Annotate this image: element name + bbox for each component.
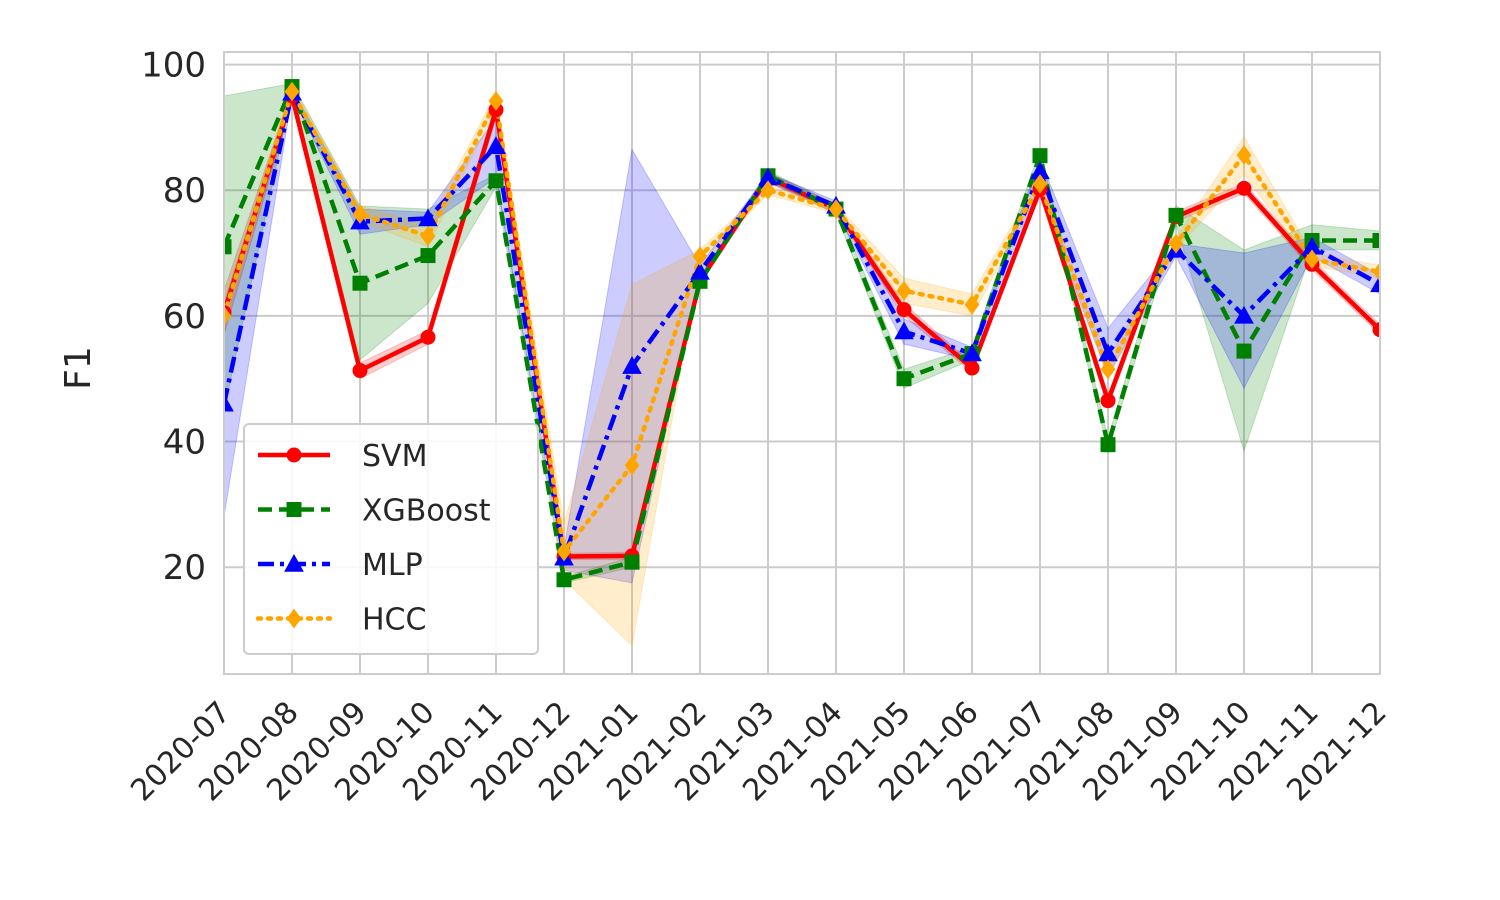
circle-marker (286, 447, 302, 463)
diamond-marker (1032, 174, 1048, 194)
diamond-marker (896, 280, 912, 301)
circle-marker (352, 363, 368, 379)
diamond-marker (284, 81, 300, 102)
legend-label: XGBoost (362, 494, 491, 529)
y-tick-label: 60 (163, 297, 206, 337)
diamond-marker (964, 294, 980, 315)
square-marker (224, 239, 232, 255)
x-axis-ticks: 2020-072020-082020-092020-102020-112020-… (124, 695, 1393, 808)
legend[interactable]: SVM XGBoost MLP HCC (243, 423, 539, 655)
legend-label: SVM (362, 439, 427, 474)
legend-label: MLP (362, 548, 423, 583)
series-line-hcc (224, 89, 1380, 554)
plot-frame (223, 51, 1381, 675)
square-marker (624, 554, 640, 570)
triangle-marker (690, 261, 710, 280)
series-markers (224, 79, 1380, 588)
circle-marker (420, 329, 436, 345)
circle-marker (1236, 180, 1252, 196)
diamond-marker (286, 608, 302, 629)
circle-marker (964, 360, 980, 376)
triangle-marker (894, 321, 914, 340)
triangle-marker (418, 208, 438, 227)
diamond-marker (1236, 145, 1252, 165)
square-marker (352, 275, 368, 291)
diamond-marker (828, 199, 844, 219)
series-line-mlp (224, 90, 1380, 561)
square-marker (488, 173, 504, 189)
circle-marker (896, 302, 912, 318)
circle-marker (1372, 322, 1380, 338)
series-line-xgboost (224, 84, 1380, 583)
diamond-marker (692, 246, 708, 267)
y-tick-label: 40 (163, 423, 206, 463)
square-marker (420, 248, 436, 264)
y-tick-label: 20 (163, 548, 206, 588)
series-line-svm (224, 93, 1380, 559)
diamond-marker (488, 91, 504, 111)
diamond-marker (352, 204, 368, 224)
y-axis-ticks: 20 40 60 80 100 (141, 46, 206, 589)
diamond-marker (556, 541, 572, 562)
triangle-marker (962, 343, 982, 362)
square-marker (896, 371, 912, 387)
y-tick-label: 100 (141, 46, 206, 86)
series-lines (224, 84, 1380, 583)
diamond-marker (1168, 233, 1184, 254)
square-marker (286, 502, 302, 517)
diamond-marker (1100, 359, 1116, 380)
diamond-marker (420, 226, 436, 246)
y-tick-label: 80 (163, 171, 206, 211)
square-marker (1372, 232, 1380, 248)
legend-entry-hcc[interactable]: HCC (255, 603, 426, 638)
square-marker (1236, 343, 1252, 359)
triangle-marker (1370, 274, 1380, 293)
triangle-marker (622, 356, 642, 374)
diamond-marker (1372, 262, 1380, 282)
triangle-marker (284, 553, 304, 572)
diamond-marker (760, 180, 776, 201)
legend-entry-mlp[interactable]: MLP (258, 548, 423, 583)
legend-entry-svm[interactable]: SVM (258, 439, 427, 474)
square-marker (1168, 207, 1184, 223)
legend-label: HCC (362, 603, 426, 638)
triangle-marker (1234, 305, 1254, 324)
diamond-marker (1304, 249, 1320, 270)
y-axis-label: F1 (58, 346, 99, 390)
diamond-marker (224, 306, 232, 326)
square-marker (556, 572, 572, 588)
circle-marker (1100, 393, 1116, 409)
legend-box (243, 423, 539, 655)
square-marker (1032, 148, 1048, 164)
triangle-marker (224, 393, 234, 412)
square-marker (1100, 437, 1116, 453)
triangle-marker (486, 136, 506, 154)
legend-entry-xgboost[interactable]: XGBoost (258, 494, 491, 529)
diamond-marker (624, 455, 640, 476)
